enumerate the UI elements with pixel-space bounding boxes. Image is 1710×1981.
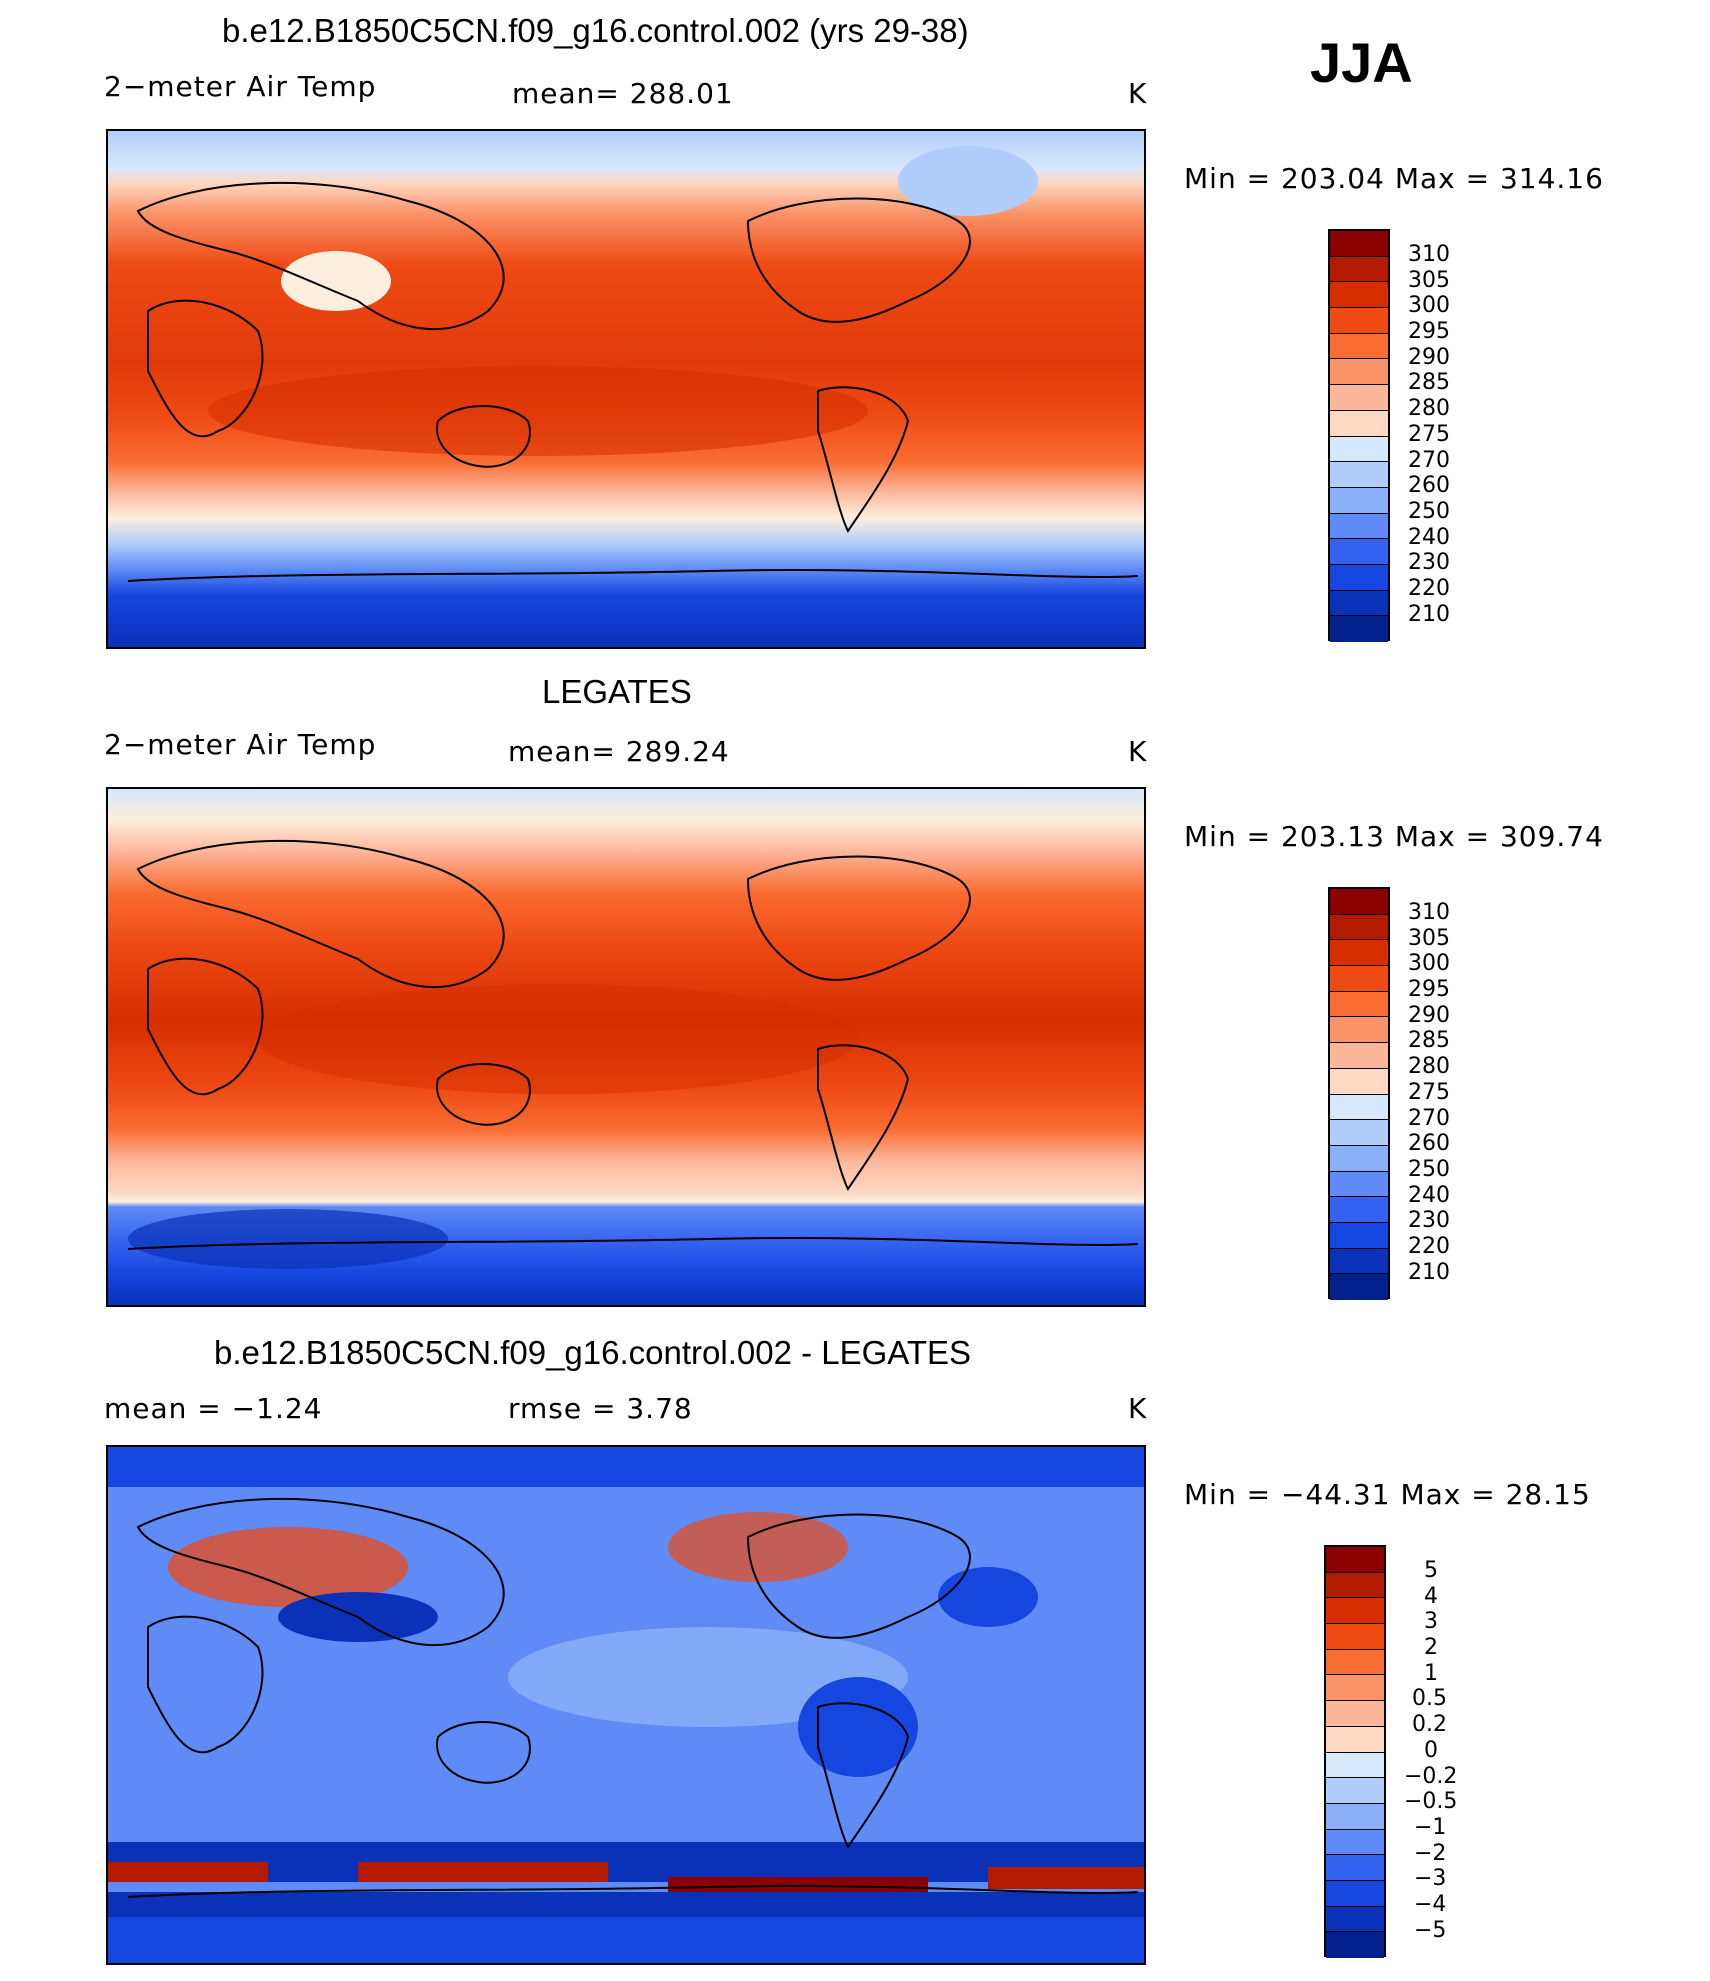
colorbar-label: −1 (1414, 1815, 1447, 1840)
panel1-map-plot (108, 131, 1144, 647)
colorbar-label: 0.5 (1412, 1686, 1447, 1711)
panel2-colorbar (1328, 887, 1390, 1300)
colorbar-label: 285 (1408, 1028, 1450, 1053)
panel1-map (106, 129, 1146, 649)
colorbar-label: 3 (1424, 1609, 1438, 1634)
colorbar-label: 305 (1408, 268, 1450, 293)
panel3-units: K (1128, 1392, 1148, 1425)
colorbar-label: 250 (1408, 499, 1450, 524)
colorbar-label: 5 (1424, 1558, 1438, 1583)
colorbar-label: 280 (1408, 1054, 1450, 1079)
panel3-title: b.e12.B1850C5CN.f09_g16.control.002 - LE… (214, 1334, 972, 1371)
colorbar-label: 305 (1408, 926, 1450, 951)
colorbar-label: 0.2 (1412, 1712, 1447, 1737)
colorbar-label: 275 (1408, 1080, 1450, 1105)
panel1-colorbar (1328, 229, 1390, 642)
colorbar-label: 0 (1424, 1738, 1438, 1763)
colorbar-label: 300 (1408, 293, 1450, 318)
colorbar-label: −3 (1414, 1866, 1447, 1891)
panel1-units: K (1128, 77, 1148, 110)
panel2-mean-label: mean= 289.24 (508, 735, 730, 768)
season-label: JJA (1310, 31, 1413, 94)
colorbar-label: 290 (1408, 1003, 1450, 1028)
panel2-map-plot (108, 789, 1144, 1305)
colorbar-label: −4 (1414, 1892, 1447, 1917)
panel3-colorbar (1324, 1545, 1386, 1958)
panel1-minmax: Min = 203.04 Max = 314.16 (1184, 162, 1604, 195)
colorbar-label: −0.2 (1404, 1764, 1458, 1789)
panel2-minmax: Min = 203.13 Max = 309.74 (1184, 820, 1604, 853)
panel3-mean-label: mean = −1.24 (104, 1392, 323, 1425)
colorbar-label: 2 (1424, 1635, 1438, 1660)
colorbar-label: 260 (1408, 1131, 1450, 1156)
colorbar-label: 220 (1408, 1234, 1450, 1259)
colorbar-label: 300 (1408, 951, 1450, 976)
colorbar-label: −5 (1414, 1918, 1447, 1943)
colorbar-label: 295 (1408, 319, 1450, 344)
colorbar-label: 310 (1408, 242, 1450, 267)
colorbar-label: 310 (1408, 900, 1450, 925)
colorbar-label: 220 (1408, 576, 1450, 601)
panel3-map (106, 1445, 1146, 1965)
panel2-units: K (1128, 735, 1148, 768)
panel1-title: b.e12.B1850C5CN.f09_g16.control.002 (yrs… (222, 12, 969, 49)
colorbar-label: 240 (1408, 1183, 1450, 1208)
panel2-variable-label: 2−meter Air Temp (104, 728, 377, 761)
colorbar-label: 250 (1408, 1157, 1450, 1182)
colorbar-label: 270 (1408, 448, 1450, 473)
colorbar-label: 230 (1408, 1208, 1450, 1233)
panel1-mean-label: mean= 288.01 (512, 77, 734, 110)
colorbar-label: 290 (1408, 345, 1450, 370)
colorbar-label: 280 (1408, 396, 1450, 421)
panel2-map (106, 787, 1146, 1307)
colorbar-label: 270 (1408, 1106, 1450, 1131)
colorbar-label: −0.5 (1404, 1789, 1458, 1814)
colorbar-label: 230 (1408, 550, 1450, 575)
colorbar-label: −2 (1414, 1841, 1447, 1866)
colorbar-label: 295 (1408, 977, 1450, 1002)
colorbar-label: 285 (1408, 370, 1450, 395)
colorbar-label: 210 (1408, 602, 1450, 627)
panel3-rmse-label: rmse = 3.78 (508, 1392, 693, 1425)
colorbar-label: 210 (1408, 1260, 1450, 1285)
colorbar-label: 260 (1408, 473, 1450, 498)
colorbar-label: 275 (1408, 422, 1450, 447)
colorbar-label: 240 (1408, 525, 1450, 550)
panel1-variable-label: 2−meter Air Temp (104, 70, 377, 103)
panel3-map-plot (108, 1447, 1144, 1963)
panel3-minmax: Min = −44.31 Max = 28.15 (1184, 1478, 1591, 1511)
colorbar-label: 1 (1424, 1661, 1438, 1686)
colorbar-label: 4 (1424, 1584, 1438, 1609)
panel2-title: LEGATES (542, 673, 692, 710)
